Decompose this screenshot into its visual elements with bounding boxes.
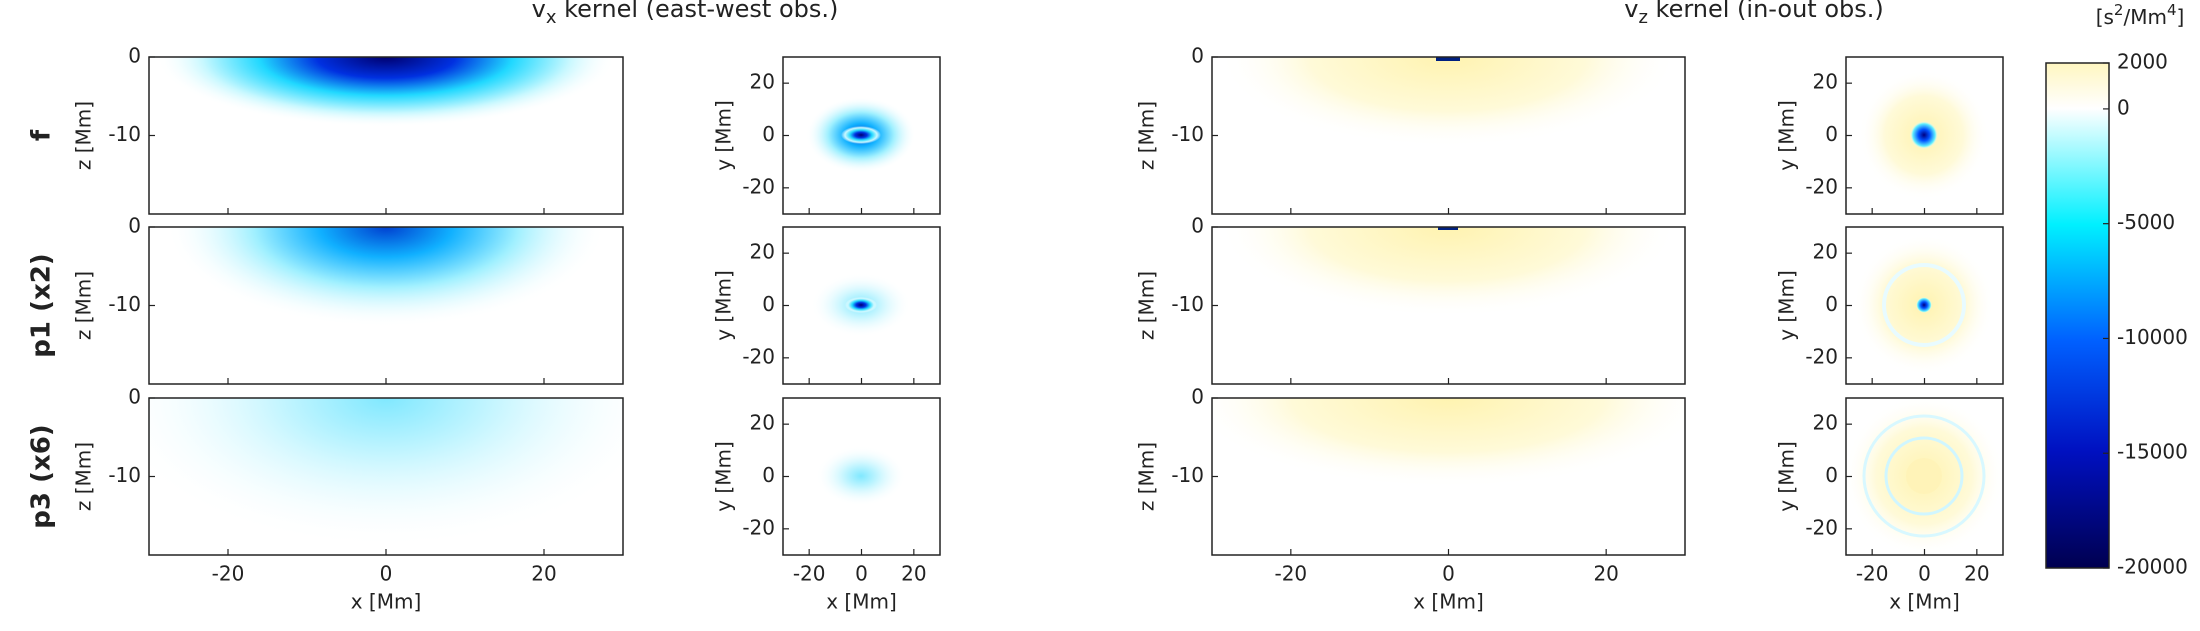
colorbar-tick-label: -5000 [2117,210,2175,234]
y-tick-label: -10 [1171,122,1204,146]
y-tick-label: 0 [128,385,141,409]
y-axis-label: y [Mm] [712,270,736,341]
y-axis-label: z [Mm] [72,101,96,170]
y-tick-label: 0 [1191,385,1204,409]
panel-title: vx kernel (east-west obs.) [532,0,839,28]
y-tick-label: 0 [128,214,141,238]
y-tick-label: -20 [742,344,775,368]
y-tick-label: 20 [1813,411,1838,435]
y-tick-label: -20 [742,515,775,539]
colorbar-label: [s2/Mm4] [2096,1,2185,29]
y-tick-label: 0 [128,44,141,68]
y-tick-label: 0 [1191,214,1204,238]
y-tick-label: -20 [1805,344,1838,368]
x-axis-label: x [Mm] [351,590,422,614]
y-tick-label: 0 [1191,44,1204,68]
y-tick-label: -20 [1805,174,1838,198]
y-tick-label: 0 [762,463,775,487]
x-tick-label: 20 [1964,562,1989,586]
y-tick-label: 20 [750,411,775,435]
colorbar [2046,63,2109,568]
x-tick-label: 20 [1593,562,1618,586]
colorbar-tick-label: 2000 [2117,50,2168,74]
y-tick-label: -10 [1171,463,1204,487]
colorbar-tick-label: -20000 [2117,555,2188,579]
y-tick-label: 20 [750,70,775,94]
y-tick-label: 20 [750,240,775,264]
y-axis-label: z [Mm] [72,271,96,340]
x-tick-label: 0 [1918,562,1931,586]
row-label: f [27,129,57,141]
y-tick-label: -10 [108,463,141,487]
x-axis-label: x [Mm] [826,590,897,614]
y-axis-label: y [Mm] [1775,270,1799,341]
x-axis-label: x [Mm] [1889,590,1960,614]
colorbar-frame [2045,62,2110,569]
row-label: p1 (x2) [27,253,57,357]
y-tick-label: 20 [1813,240,1838,264]
x-axis-label: x [Mm] [1413,590,1484,614]
y-axis-label: z [Mm] [1135,101,1159,170]
x-tick-label: -20 [212,562,245,586]
colorbar-tick-label: -15000 [2117,440,2188,464]
x-tick-label: 20 [901,562,926,586]
x-tick-label: 0 [855,562,868,586]
y-axis-label: y [Mm] [712,100,736,171]
y-tick-label: -20 [742,174,775,198]
x-tick-label: -20 [793,562,826,586]
y-tick-label: -10 [108,292,141,316]
colorbar-tick-label: -10000 [2117,325,2188,349]
x-tick-label: 0 [380,562,393,586]
heatmap-images [149,57,2003,555]
y-axis-label: z [Mm] [72,442,96,511]
y-tick-label: 0 [762,122,775,146]
y-tick-label: -10 [1171,292,1204,316]
y-axis-label: y [Mm] [1775,441,1799,512]
x-tick-label: 20 [531,562,556,586]
row-label: p3 (x6) [27,424,57,528]
colorbar-tick-label: 0 [2117,95,2130,119]
y-tick-label: -20 [1805,515,1838,539]
y-tick-label: 0 [1825,463,1838,487]
y-tick-label: 0 [1825,122,1838,146]
y-tick-label: 0 [762,292,775,316]
x-tick-label: -20 [1856,562,1889,586]
x-tick-label: -20 [1274,562,1307,586]
y-axis-label: z [Mm] [1135,271,1159,340]
y-tick-label: 0 [1825,292,1838,316]
y-tick-label: -10 [108,122,141,146]
x-tick-label: 0 [1442,562,1455,586]
y-axis-label: z [Mm] [1135,442,1159,511]
panel-title: vz kernel (in-out obs.) [1624,0,1884,28]
y-axis-label: y [Mm] [1775,100,1799,171]
y-axis-label: y [Mm] [712,441,736,512]
y-tick-label: 20 [1813,70,1838,94]
